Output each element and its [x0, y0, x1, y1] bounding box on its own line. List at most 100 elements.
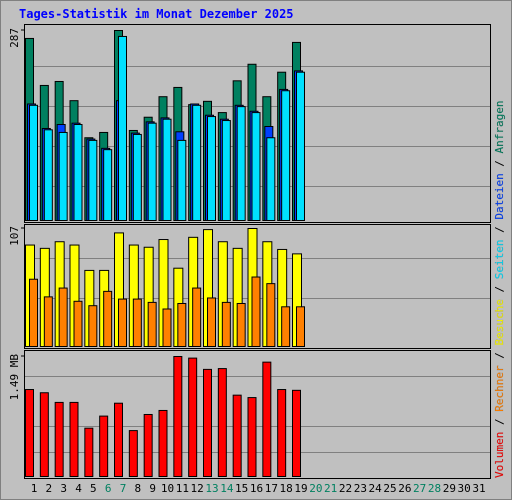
bar	[177, 302, 187, 348]
bar	[232, 394, 242, 477]
bar	[207, 297, 216, 347]
bar	[147, 122, 157, 221]
bar	[54, 401, 64, 477]
bar	[262, 361, 272, 477]
legend-separator: /	[493, 412, 506, 432]
bar	[281, 90, 291, 222]
x-tick-label: 9	[149, 482, 156, 495]
legend-entry: Besuche	[493, 299, 506, 345]
x-tick-label: 21	[324, 482, 337, 495]
bar	[128, 430, 138, 478]
x-tick-label: 12	[191, 482, 204, 495]
bar	[296, 71, 305, 221]
x-tick-label: 23	[354, 482, 367, 495]
chart-title: Tages-Statistik im Monat Dezember 2025	[19, 7, 294, 21]
bar	[103, 149, 113, 221]
legend-entry: Rechner	[493, 365, 506, 412]
bar	[118, 35, 127, 221]
legend-entry: Anfragen	[493, 100, 506, 153]
x-tick-label: 14	[220, 482, 234, 495]
bar	[29, 104, 38, 221]
bar	[143, 413, 153, 477]
bar	[25, 389, 34, 478]
x-tick-label: 24	[369, 482, 383, 495]
bar	[266, 283, 276, 348]
bar	[88, 305, 98, 347]
y-tick-label: 107	[8, 226, 21, 246]
bar	[43, 296, 53, 348]
bar	[118, 298, 127, 347]
legend-separator: /	[493, 153, 506, 173]
bar	[162, 308, 172, 347]
x-tick-label: 19	[294, 482, 307, 495]
legend-separator: /	[493, 346, 506, 366]
x-tick-label: 22	[339, 482, 352, 495]
x-tick-label: 6	[105, 482, 112, 495]
legend-separator: /	[493, 279, 506, 299]
y-tick-label: 287	[8, 28, 21, 48]
bar	[29, 278, 38, 347]
x-tick-label: 31	[472, 482, 485, 495]
bar	[99, 415, 109, 478]
x-tick-label: 1	[31, 482, 38, 495]
bar	[281, 306, 291, 348]
x-tick-label: 27	[413, 482, 426, 495]
bar	[251, 112, 261, 221]
x-tick-label: 7	[120, 482, 127, 495]
bar	[158, 409, 168, 477]
bar	[162, 118, 172, 221]
plot-area	[24, 350, 491, 479]
x-tick-label: 26	[398, 482, 411, 495]
bar	[177, 139, 187, 222]
y-tick-label: 1.49 MB	[8, 354, 21, 401]
bar	[147, 301, 157, 347]
bar	[277, 389, 287, 478]
x-tick-label: 16	[250, 482, 263, 495]
bar	[296, 306, 305, 348]
legend-separator: /	[493, 220, 506, 240]
bar	[84, 427, 94, 478]
bar	[266, 137, 276, 222]
x-tick-label: 30	[458, 482, 471, 495]
x-tick-label: 28	[428, 482, 441, 495]
legend: Volumen / Rechner / Besuche / Seiten / D…	[493, 100, 506, 478]
bar	[236, 106, 246, 221]
bar	[173, 356, 183, 477]
x-tick-label: 17	[265, 482, 278, 495]
x-tick-label: 29	[443, 482, 456, 495]
bar	[221, 301, 231, 347]
legend-entry: Seiten	[493, 240, 506, 280]
x-tick-label: 13	[205, 482, 218, 495]
bar	[217, 368, 227, 477]
bar	[73, 300, 83, 347]
bar	[58, 131, 68, 221]
bar	[114, 402, 123, 477]
bar	[103, 290, 113, 347]
bar	[192, 104, 202, 221]
x-tick-label: 20	[309, 482, 322, 495]
bar	[39, 392, 49, 477]
bar	[292, 389, 301, 477]
bar	[69, 401, 79, 477]
bar	[132, 298, 142, 347]
x-tick-label: 11	[176, 482, 189, 495]
bar	[251, 276, 261, 348]
x-tick-label: 18	[280, 482, 293, 495]
x-tick-label: 4	[75, 482, 82, 495]
x-tick-label: 25	[383, 482, 396, 495]
bar	[58, 287, 68, 347]
x-tick-label: 3	[60, 482, 67, 495]
bar	[132, 133, 142, 222]
bar	[88, 139, 98, 222]
bar	[43, 129, 53, 221]
x-tick-label: 5	[90, 482, 97, 495]
bar	[247, 397, 257, 477]
legend-entry: Volumen	[493, 432, 506, 478]
x-tick-label: 2	[46, 482, 53, 495]
bar	[236, 302, 246, 348]
bar	[207, 116, 216, 221]
x-tick-label: 8	[135, 482, 142, 495]
bar	[73, 124, 83, 221]
x-tick-label: 10	[161, 482, 174, 495]
